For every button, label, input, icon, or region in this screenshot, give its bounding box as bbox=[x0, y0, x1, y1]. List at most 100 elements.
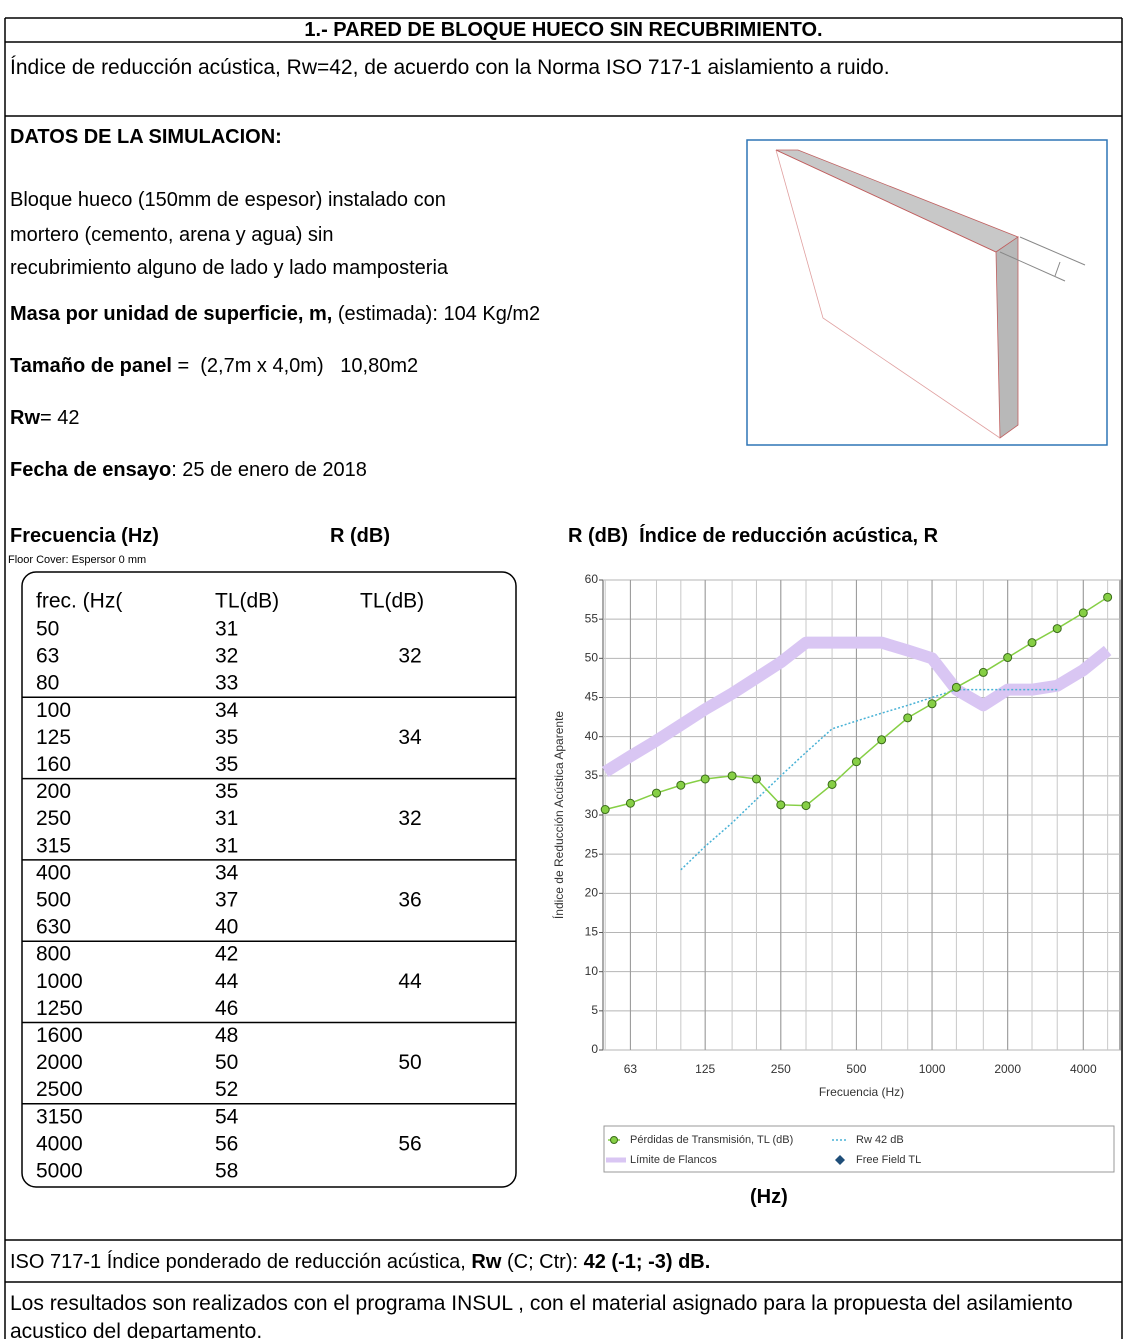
group-value: 32 bbox=[398, 807, 421, 830]
section-header: R (dB) Índice de reducción acústica, R bbox=[568, 525, 939, 547]
group-value: 50 bbox=[398, 1051, 421, 1074]
x-tick-label: 4000 bbox=[1070, 1062, 1097, 1076]
table-cell: 200 bbox=[36, 780, 71, 803]
group-value: 34 bbox=[398, 726, 422, 749]
table-cell: 37 bbox=[215, 889, 238, 912]
table-cell: 44 bbox=[215, 970, 239, 993]
data-point bbox=[1103, 592, 1113, 602]
rating-text: ISO 717-1 Índice ponderado de reducción … bbox=[10, 1251, 472, 1273]
x-tick-label: 125 bbox=[695, 1062, 715, 1076]
title: 1.- PARED DE BLOQUE HUECO SIN RECUBRIMIE… bbox=[304, 19, 823, 41]
x-tick-label: 250 bbox=[771, 1062, 791, 1076]
table-cell: 56 bbox=[215, 1132, 238, 1155]
table-cell: 34 bbox=[215, 699, 239, 722]
y-tick-label: 30 bbox=[585, 807, 599, 821]
table-cell: 42 bbox=[215, 943, 238, 966]
description-line: recubrimiento alguno de lado y lado mamp… bbox=[10, 257, 449, 279]
y-axis-label: Índice de Reducción Acústica Aparente bbox=[551, 711, 566, 919]
y-tick-label: 40 bbox=[585, 729, 599, 743]
table-cell: 1250 bbox=[36, 997, 83, 1020]
legend-label: Rw 42 dB bbox=[856, 1134, 904, 1146]
table-cell: 46 bbox=[215, 997, 238, 1020]
group-value: 36 bbox=[398, 889, 421, 912]
group-value: 44 bbox=[398, 970, 422, 993]
data-point bbox=[1078, 608, 1088, 618]
section-heading: DATOS DE LA SIMULACION: bbox=[10, 126, 282, 148]
y-tick-label: 45 bbox=[585, 690, 599, 704]
footer-note: Los resultados son realizados con el pro… bbox=[10, 1292, 1073, 1339]
legend-label: Límite de Flancos bbox=[630, 1154, 717, 1166]
x-tick-label: 1000 bbox=[919, 1062, 946, 1076]
table-cell: 32 bbox=[215, 645, 238, 668]
table-cell: 800 bbox=[36, 943, 71, 966]
data-point bbox=[877, 735, 887, 745]
y-tick-label: 50 bbox=[585, 651, 599, 665]
value: = (2,7m x 4,0m) 10,80m2 bbox=[171, 355, 419, 377]
data-point bbox=[951, 682, 961, 692]
legend-box bbox=[603, 1125, 1115, 1173]
column-header: frec. (Hz( bbox=[36, 590, 122, 613]
y-tick-label: 0 bbox=[591, 1042, 598, 1056]
table-note: Floor Cover: Espersor 0 mm bbox=[8, 554, 147, 566]
intro: Índice de reducción acústica, Rw=42, de … bbox=[10, 56, 890, 79]
rating-text: Rw bbox=[471, 1251, 502, 1273]
table-cell: 35 bbox=[215, 780, 238, 803]
rating-text: (C; Ctr): bbox=[501, 1251, 584, 1273]
y-tick-label: 60 bbox=[585, 572, 599, 586]
table-cell: 630 bbox=[36, 916, 71, 939]
table-cell: 40 bbox=[215, 916, 238, 939]
data-point bbox=[651, 788, 661, 798]
table-cell: 35 bbox=[215, 753, 238, 776]
table-cell: 33 bbox=[215, 672, 238, 695]
data-point bbox=[1003, 653, 1013, 663]
y-tick-label: 15 bbox=[585, 925, 599, 939]
table-cell: 34 bbox=[215, 861, 239, 884]
x-tick-label: 63 bbox=[624, 1062, 638, 1076]
data-point bbox=[903, 713, 913, 723]
y-tick-label: 35 bbox=[585, 768, 599, 782]
table-cell: 50 bbox=[36, 618, 59, 641]
data-point bbox=[625, 798, 635, 808]
table-cell: 2500 bbox=[36, 1078, 83, 1101]
table-cell: 250 bbox=[36, 807, 71, 830]
label: Tamaño de panel bbox=[10, 355, 172, 377]
series-line bbox=[680, 688, 1058, 871]
data-point bbox=[1027, 638, 1037, 648]
table-cell: 160 bbox=[36, 753, 71, 776]
legend-label: Free Field TL bbox=[856, 1154, 921, 1166]
data-point bbox=[927, 699, 937, 709]
table-cell: 315 bbox=[36, 834, 71, 857]
y-tick-label: 10 bbox=[585, 964, 599, 978]
table-cell: 125 bbox=[36, 726, 71, 749]
data-point bbox=[851, 757, 861, 767]
column-header: TL(dB) bbox=[215, 590, 279, 613]
data-point bbox=[600, 805, 610, 815]
column-header: TL(dB) bbox=[360, 590, 424, 613]
x-tick-label: 2000 bbox=[994, 1062, 1021, 1076]
table-cell: 5000 bbox=[36, 1160, 83, 1183]
table-frame bbox=[21, 571, 517, 1188]
table-cell: 31 bbox=[215, 807, 238, 830]
value: (estimada): 104 Kg/m2 bbox=[332, 303, 541, 325]
data-point bbox=[801, 801, 811, 811]
table-cell: 50 bbox=[215, 1051, 238, 1074]
description-line: Bloque hueco (150mm de espesor) instalad… bbox=[10, 189, 446, 211]
description-line: mortero (cemento, arena y agua) sin bbox=[10, 224, 334, 246]
wall-image bbox=[746, 139, 1108, 446]
value: : 25 de enero de 2018 bbox=[171, 459, 367, 481]
data-point bbox=[827, 779, 837, 789]
table-cell: 35 bbox=[215, 726, 238, 749]
table-cell: 31 bbox=[215, 834, 238, 857]
group-value: 56 bbox=[398, 1132, 421, 1155]
legend-swatch bbox=[835, 1155, 845, 1165]
group-value: 32 bbox=[398, 645, 421, 668]
data-point bbox=[727, 771, 737, 781]
data-point bbox=[676, 780, 686, 790]
x-tick-label: 500 bbox=[846, 1062, 866, 1076]
value: = 42 bbox=[40, 407, 80, 429]
chart-caption: (Hz) bbox=[750, 1186, 788, 1208]
table-cell: 63 bbox=[36, 645, 59, 668]
y-tick-label: 20 bbox=[585, 886, 599, 900]
